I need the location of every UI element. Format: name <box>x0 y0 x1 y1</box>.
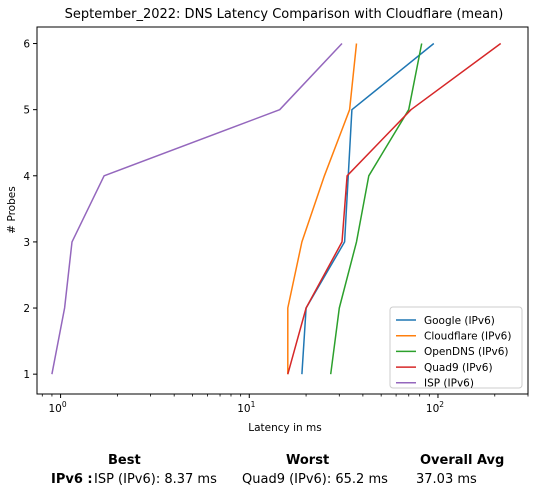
series-line-4 <box>51 42 343 375</box>
best-value: ISP (IPv6): 8.37 ms <box>94 472 217 487</box>
legend-label: Cloudflare (IPv6) <box>424 331 511 343</box>
worst-value: Quad9 (IPv6): 65.2 ms <box>242 472 388 487</box>
ipv6-row-label: IPv6 : <box>51 472 93 487</box>
plot-frame <box>36 26 529 395</box>
overall-avg-value: 37.03 ms <box>416 472 477 487</box>
x-tick-label: 101 <box>237 400 255 415</box>
legend-label: Quad9 (IPv6) <box>424 362 493 374</box>
x-axis-label: Latency in ms <box>248 422 321 434</box>
y-tick-label: 6 <box>23 39 30 51</box>
x-tick-label: 100 <box>48 400 66 415</box>
best-header: Best <box>108 453 141 468</box>
y-tick-label: 2 <box>23 303 30 315</box>
series-line-0 <box>301 42 435 375</box>
y-axis-label: # Probes <box>6 186 18 233</box>
x-tick-label: 102 <box>426 400 444 415</box>
y-tick-label: 5 <box>23 105 30 117</box>
series-line-3 <box>287 42 502 375</box>
series-line-1 <box>287 43 358 375</box>
legend-label: Google (IPv6) <box>424 315 495 327</box>
series-line-2 <box>329 43 423 375</box>
chart-title: September_2022: DNS Latency Comparison w… <box>65 7 504 22</box>
legend-label: ISP (IPv6) <box>424 378 474 390</box>
legend: Google (IPv6) Cloudflare (IPv6) OpenDNS (I… <box>389 306 523 390</box>
y-tick-label: 4 <box>23 171 30 183</box>
y-tick-label: 1 <box>23 369 30 381</box>
y-tick-label: 3 <box>23 237 30 249</box>
legend-box <box>389 306 523 389</box>
overall-avg-header: Overall Avg <box>420 453 505 468</box>
worst-header: Worst <box>286 453 330 468</box>
legend-label: OpenDNS (IPv6) <box>424 346 509 358</box>
summary-table: Best Worst Overall Avg IPv6 : ISP (IPv6)… <box>0 446 541 494</box>
latency-chart: September_2022: DNS Latency Comparison w… <box>6 7 529 434</box>
